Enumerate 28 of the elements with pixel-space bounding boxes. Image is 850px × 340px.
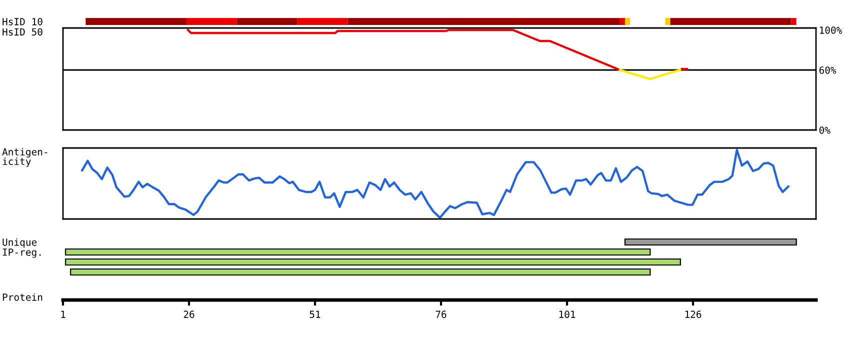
bar — [670, 18, 792, 25]
bar — [791, 18, 796, 25]
bar — [665, 18, 670, 25]
x-tick-label: 1 — [61, 310, 66, 318]
x-tick-label: 126 — [685, 310, 702, 318]
bar — [186, 18, 237, 25]
y-axis-title: HsID 50 — [2, 28, 42, 36]
bar — [86, 18, 186, 25]
y-tick-label: Unique — [2, 238, 37, 248]
x-tick-label: 51 — [310, 310, 320, 318]
bar — [64, 258, 681, 266]
y-tick-label: HsID 10 — [2, 18, 42, 26]
bar — [620, 18, 625, 25]
y-axis-title: Antigen- icity — [2, 148, 48, 167]
x-tick-label: 26 — [184, 310, 194, 318]
bar — [236, 18, 298, 25]
bar — [70, 268, 651, 276]
y-tick-label: 60% — [819, 66, 836, 74]
bar — [64, 248, 651, 256]
x-tick-label: 76 — [436, 310, 446, 318]
y-tick-label: 0% — [819, 126, 830, 134]
bar — [624, 18, 630, 25]
bar — [624, 238, 797, 246]
x-tick-label: 101 — [559, 310, 576, 318]
y-tick-label: IP-reg. — [2, 248, 41, 258]
bar — [297, 18, 348, 25]
x-axis-title: Protein — [2, 293, 42, 301]
y-tick-label: 100% — [820, 26, 842, 34]
